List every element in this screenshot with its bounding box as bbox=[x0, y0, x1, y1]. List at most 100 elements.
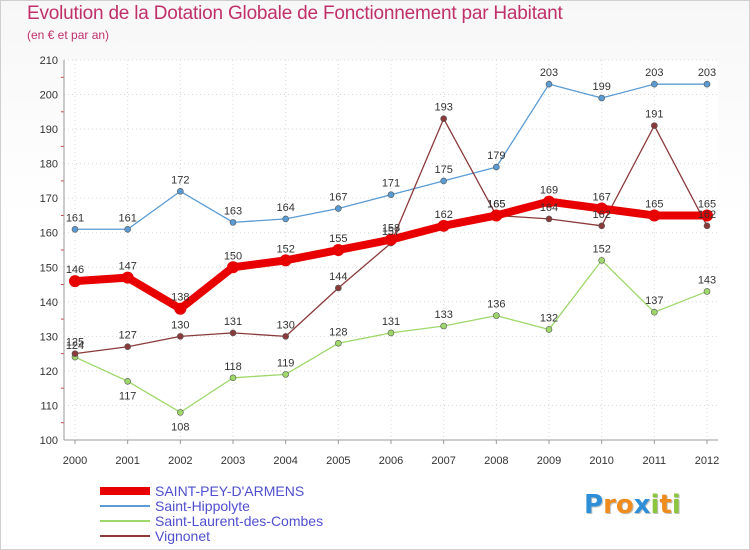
data-point bbox=[493, 312, 500, 319]
data-point bbox=[545, 326, 553, 333]
x-tick-label: 2011 bbox=[643, 455, 667, 467]
legend-swatch bbox=[100, 520, 150, 522]
legend-label: Vignonet bbox=[155, 528, 211, 544]
y-tick-label: 100 bbox=[40, 435, 58, 447]
data-label: 143 bbox=[698, 274, 716, 286]
data-label: 152 bbox=[276, 243, 294, 255]
data-point bbox=[282, 333, 289, 340]
y-tick-label: 150 bbox=[40, 262, 58, 274]
data-label: 179 bbox=[487, 150, 505, 162]
data-label: 161 bbox=[66, 212, 84, 224]
x-tick-label: 2009 bbox=[537, 455, 561, 467]
logo-letter: P bbox=[584, 490, 604, 520]
logo-letter: r bbox=[603, 490, 616, 520]
data-label: 175 bbox=[434, 164, 452, 176]
data-label: 130 bbox=[276, 319, 294, 331]
data-point bbox=[332, 244, 345, 256]
y-tick-label: 170 bbox=[40, 193, 58, 205]
data-point bbox=[595, 202, 608, 215]
x-tick-label: 2005 bbox=[326, 455, 350, 467]
data-point bbox=[493, 163, 500, 171]
data-point bbox=[440, 177, 447, 185]
data-point bbox=[701, 209, 713, 222]
x-tick-label: 2004 bbox=[273, 455, 297, 467]
data-label: 133 bbox=[434, 309, 452, 321]
data-point bbox=[598, 222, 605, 230]
data-label: 119 bbox=[277, 357, 295, 369]
x-tick-label: 2010 bbox=[589, 455, 613, 467]
data-point bbox=[227, 261, 239, 274]
data-label: 167 bbox=[592, 192, 610, 204]
data-point bbox=[651, 80, 658, 88]
data-point bbox=[177, 409, 184, 416]
logo-letter: o bbox=[615, 490, 634, 520]
data-label: 165 bbox=[487, 198, 505, 210]
data-label: 138 bbox=[171, 292, 189, 304]
data-label: 169 bbox=[540, 185, 558, 197]
data-label: 150 bbox=[224, 250, 242, 262]
data-label: 158 bbox=[382, 223, 400, 235]
data-label: 117 bbox=[119, 390, 137, 402]
data-label: 203 bbox=[698, 67, 716, 79]
chart-subtitle: (en € et par an) bbox=[27, 28, 110, 42]
x-tick-label: 2000 bbox=[63, 455, 87, 467]
x-tick-label: 2001 bbox=[115, 455, 139, 467]
data-label: 127 bbox=[118, 330, 136, 342]
data-label: 163 bbox=[224, 205, 242, 217]
data-label: 203 bbox=[540, 67, 558, 79]
data-label: 164 bbox=[276, 202, 294, 214]
data-label: 162 bbox=[698, 209, 716, 221]
logo-letter: i bbox=[650, 490, 660, 520]
x-tick-label: 2008 bbox=[484, 455, 508, 467]
data-point bbox=[598, 94, 605, 102]
data-label: 171 bbox=[382, 178, 400, 190]
data-label: 162 bbox=[592, 209, 610, 221]
data-label: 199 bbox=[592, 81, 610, 93]
x-tick-label: 2006 bbox=[379, 455, 403, 467]
data-point bbox=[335, 205, 342, 212]
data-point bbox=[387, 329, 395, 337]
data-point bbox=[490, 209, 503, 222]
data-label: 128 bbox=[329, 326, 347, 338]
chart-title: Evolution de la Dotation Globale de Fonc… bbox=[27, 3, 563, 24]
data-point bbox=[335, 339, 342, 347]
data-label: 146 bbox=[66, 264, 84, 276]
legend-label: Saint-Hippolyte bbox=[155, 498, 250, 514]
data-point bbox=[177, 333, 184, 340]
data-point bbox=[703, 222, 711, 230]
data-label: 157 bbox=[382, 226, 400, 238]
data-point bbox=[69, 275, 81, 288]
data-label: 191 bbox=[645, 109, 663, 121]
data-point bbox=[71, 350, 79, 357]
data-label: 147 bbox=[118, 261, 136, 273]
data-point bbox=[177, 187, 184, 195]
data-point bbox=[335, 284, 342, 292]
data-label: 131 bbox=[224, 316, 242, 328]
x-tick-label: 2003 bbox=[221, 455, 245, 467]
y-tick-label: 210 bbox=[40, 55, 58, 67]
data-label: 130 bbox=[171, 319, 189, 331]
data-point bbox=[648, 209, 661, 222]
data-point bbox=[703, 288, 711, 295]
data-point bbox=[229, 329, 237, 337]
data-label: 172 bbox=[171, 174, 189, 186]
data-label: 203 bbox=[645, 67, 663, 79]
data-point bbox=[124, 377, 131, 385]
data-label: 193 bbox=[434, 102, 452, 114]
data-point bbox=[543, 195, 555, 208]
data-point bbox=[174, 302, 187, 315]
data-label: 125 bbox=[66, 337, 84, 349]
y-tick-label: 130 bbox=[40, 331, 58, 343]
data-point bbox=[440, 115, 447, 123]
data-point bbox=[124, 225, 131, 233]
data-point bbox=[279, 254, 292, 267]
data-point bbox=[229, 219, 237, 226]
y-tick-label: 180 bbox=[40, 159, 58, 171]
y-tick-label: 120 bbox=[40, 366, 58, 378]
logo-letter: i bbox=[671, 490, 681, 520]
data-point bbox=[71, 225, 79, 233]
data-point bbox=[282, 215, 289, 223]
data-point bbox=[124, 343, 131, 351]
data-label: 144 bbox=[329, 271, 347, 283]
